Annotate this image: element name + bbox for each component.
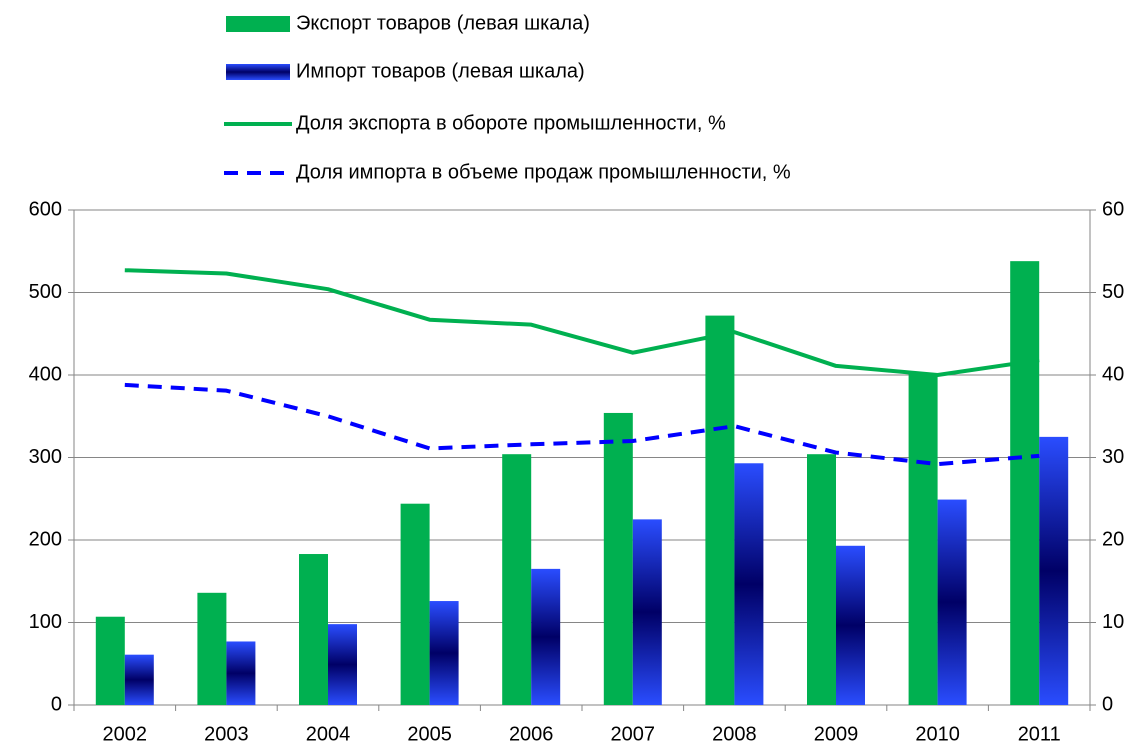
x-tick-label: 2008 [712, 723, 757, 745]
y2-tick-label: 60 [1102, 198, 1124, 220]
y-tick-label: 0 [51, 693, 62, 715]
y-tick-label: 200 [29, 528, 62, 550]
bar [908, 373, 938, 705]
line-series [124, 382, 1040, 467]
bar [95, 616, 125, 705]
y2-tick-label: 40 [1102, 363, 1124, 385]
bar [531, 568, 561, 705]
bar [124, 654, 154, 705]
bar [937, 499, 967, 705]
legend-label: Доля импорта в объеме продаж промышленно… [296, 161, 791, 183]
bar [1010, 261, 1040, 705]
bar [400, 503, 430, 705]
bar [836, 545, 865, 705]
bar [328, 624, 357, 705]
x-tick-label: 2006 [509, 723, 554, 745]
bar [226, 641, 256, 705]
x-tick-label: 2004 [306, 723, 351, 745]
x-tick-label: 2010 [915, 723, 960, 745]
x-tick-label: 2002 [103, 723, 148, 745]
bar [603, 412, 633, 705]
y2-tick-label: 0 [1102, 693, 1113, 715]
y-tick-label: 300 [29, 446, 62, 468]
bar [632, 519, 662, 705]
legend-label: Доля экспорта в обороте промышленности, … [296, 112, 726, 134]
legend-swatch [226, 16, 290, 32]
bar [807, 454, 836, 705]
line-series [124, 268, 1040, 377]
y-tick-label: 500 [29, 281, 62, 303]
x-tick-label: 2005 [407, 723, 452, 745]
x-tick-label: 2009 [814, 723, 859, 745]
x-tick-label: 2007 [611, 723, 656, 745]
y2-tick-label: 30 [1102, 446, 1124, 468]
y2-tick-label: 20 [1102, 528, 1124, 550]
y2-tick-label: 50 [1102, 281, 1124, 303]
x-tick-label: 2003 [204, 723, 249, 745]
bar [197, 592, 227, 705]
x-tick-label: 2011 [1018, 723, 1061, 745]
bar [705, 315, 735, 705]
bar [299, 554, 328, 705]
legend-label: Экспорт товаров (левая шкала) [296, 12, 590, 34]
y-tick-label: 400 [29, 363, 62, 385]
bar [734, 463, 764, 705]
y-tick-label: 100 [29, 611, 62, 633]
bar [502, 454, 532, 705]
bar [1039, 436, 1069, 705]
y-tick-label: 600 [29, 198, 62, 220]
legend-label: Импорт товаров (левая шкала) [296, 60, 585, 82]
y2-tick-label: 10 [1102, 611, 1124, 633]
bar [429, 601, 459, 705]
legend-swatch [226, 64, 290, 80]
